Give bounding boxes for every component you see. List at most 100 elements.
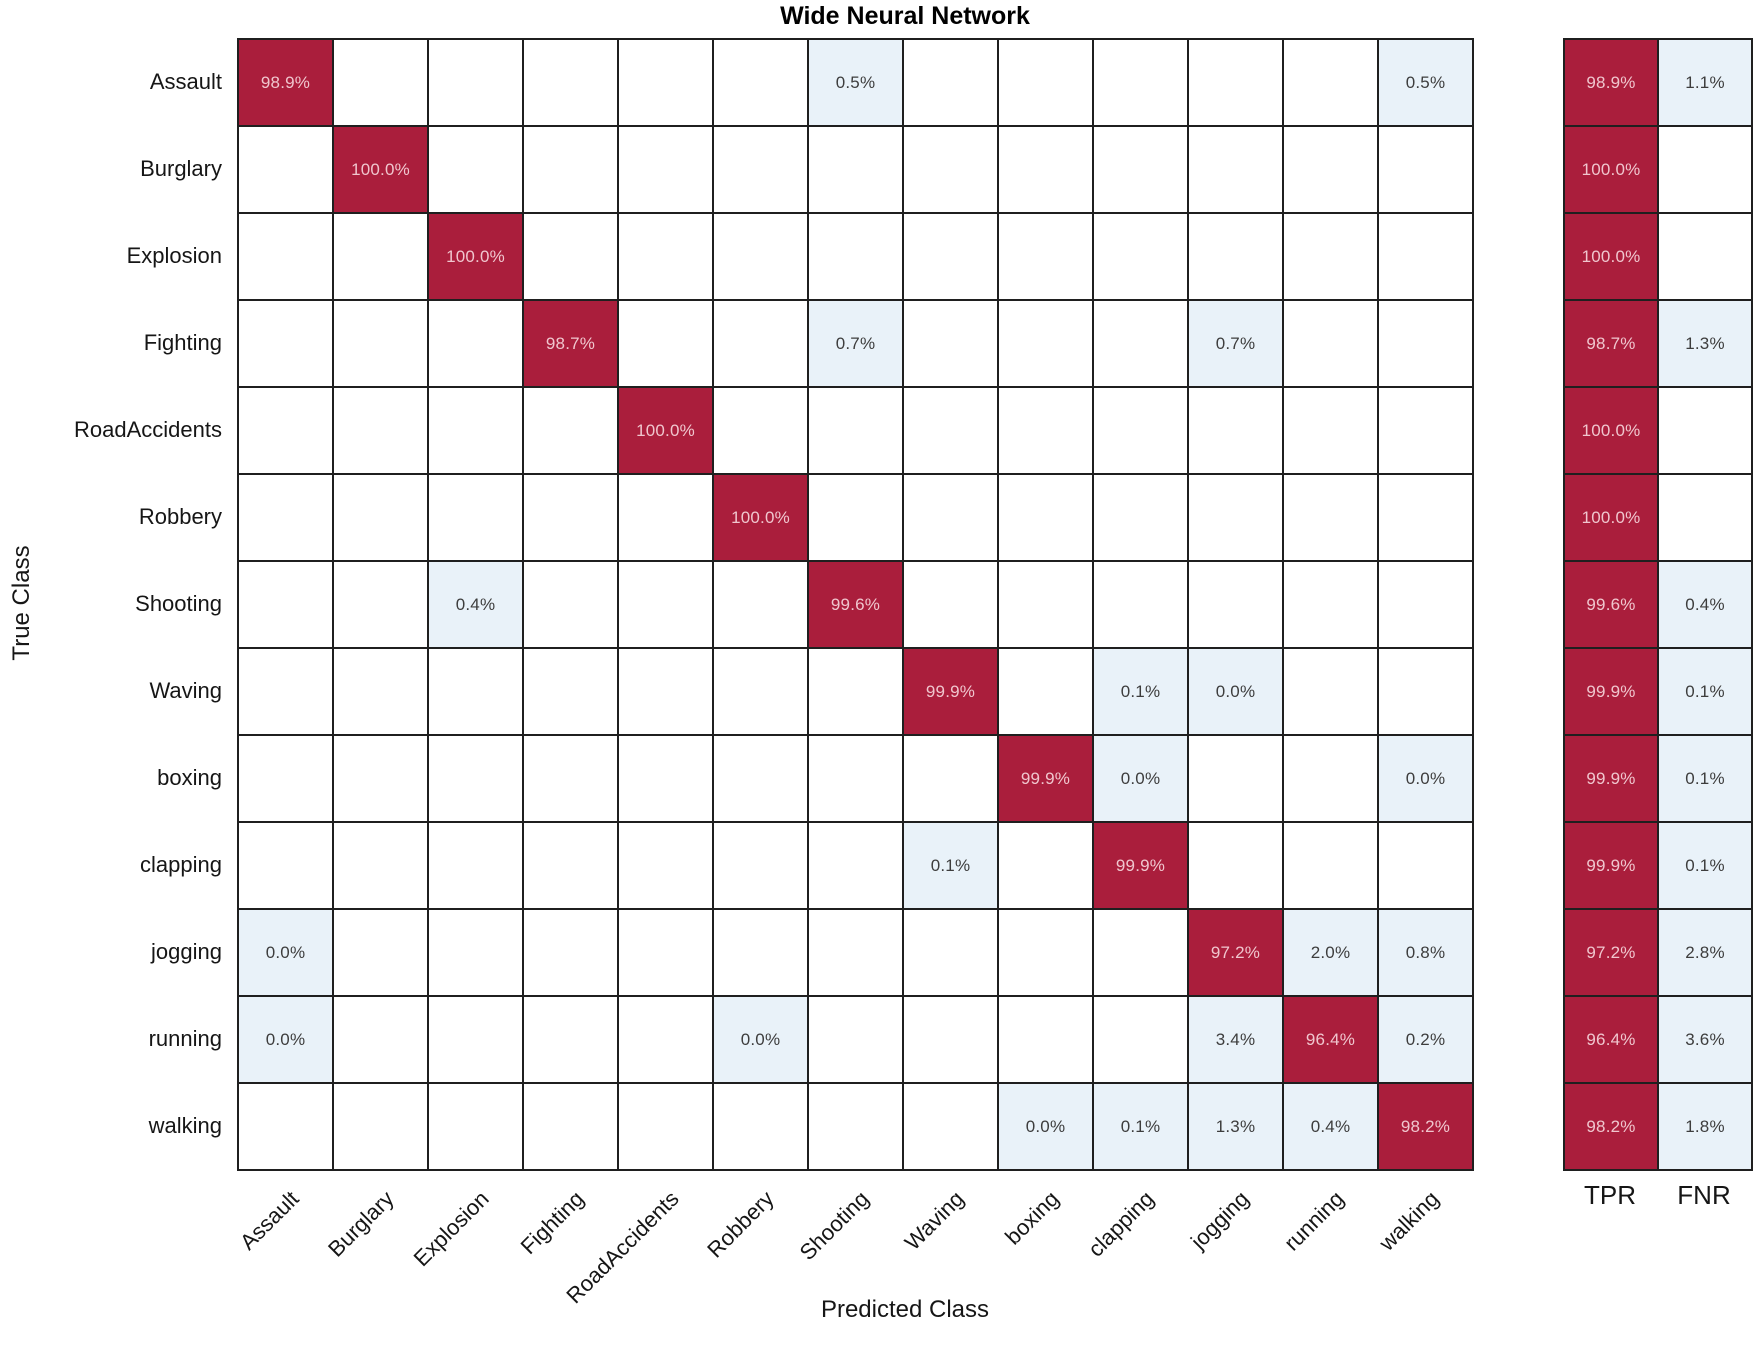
- matrix-cell: [714, 823, 807, 908]
- matrix-cell: [809, 649, 902, 734]
- matrix-cell: [334, 40, 427, 125]
- matrix-cell: 98.2%: [1379, 1084, 1472, 1169]
- matrix-cell: 96.4%: [1284, 997, 1377, 1082]
- matrix-cell: [239, 1084, 332, 1169]
- matrix-cell: [1094, 301, 1187, 386]
- matrix-cell: [809, 127, 902, 212]
- matrix-cell: [239, 214, 332, 299]
- matrix-cell: [1094, 388, 1187, 473]
- matrix-cell: [524, 127, 617, 212]
- row-label: boxing: [157, 764, 222, 790]
- row-label: RoadAccidents: [74, 416, 222, 442]
- matrix-cell: [999, 388, 1092, 473]
- matrix-cell: [999, 997, 1092, 1082]
- matrix-cell: [904, 40, 997, 125]
- matrix-cell: [239, 475, 332, 560]
- matrix-cell: 99.9%: [904, 649, 997, 734]
- matrix-cell: [239, 127, 332, 212]
- matrix-cell: [429, 997, 522, 1082]
- matrix-cell: [239, 388, 332, 473]
- matrix-cell: [904, 1084, 997, 1169]
- matrix-cell: [429, 910, 522, 995]
- matrix-cell: [999, 823, 1092, 908]
- fnr-cell: 0.1%: [1659, 649, 1751, 734]
- matrix-cell: [904, 475, 997, 560]
- matrix-cell: [904, 736, 997, 821]
- col-label: Fighting: [515, 1186, 589, 1260]
- matrix-cell: [1189, 388, 1282, 473]
- matrix-cell: [1189, 475, 1282, 560]
- matrix-cell: [429, 127, 522, 212]
- matrix-cell: 0.8%: [1379, 910, 1472, 995]
- matrix-cell: [1189, 127, 1282, 212]
- matrix-cell: [1189, 562, 1282, 647]
- matrix-cell: [1284, 301, 1377, 386]
- matrix-cell: [334, 1084, 427, 1169]
- matrix-cell: 1.3%: [1189, 1084, 1282, 1169]
- summary-grid: 98.9% 1.1% 100.0% 100.0% 98.7% 1.3% 100.0% 100.…: [1563, 38, 1753, 1171]
- fnr-cell: 1.8%: [1659, 1084, 1751, 1169]
- row-label: Explosion: [126, 242, 222, 268]
- matrix-cell: [714, 301, 807, 386]
- fnr-cell: 1.1%: [1659, 40, 1751, 125]
- matrix-cell: 0.2%: [1379, 997, 1472, 1082]
- matrix-cell: 0.0%: [1379, 736, 1472, 821]
- tpr-cell: 100.0%: [1565, 214, 1657, 299]
- matrix-cell: [619, 649, 712, 734]
- matrix-cell: 0.7%: [1189, 301, 1282, 386]
- matrix-cell: [524, 475, 617, 560]
- matrix-cell: [1189, 736, 1282, 821]
- matrix-cell: 0.0%: [714, 997, 807, 1082]
- matrix-cell: 0.0%: [239, 997, 332, 1082]
- page-title: Wide Neural Network: [780, 2, 1030, 30]
- matrix-cell: [524, 997, 617, 1082]
- matrix-cell: 100.0%: [429, 214, 522, 299]
- matrix-cell: [1284, 127, 1377, 212]
- matrix-cell: [1189, 214, 1282, 299]
- col-label: running: [1278, 1186, 1349, 1256]
- matrix-cell: [334, 649, 427, 734]
- matrix-cell: [619, 127, 712, 212]
- matrix-cell: 0.1%: [1094, 649, 1187, 734]
- matrix-cell: 0.4%: [1284, 1084, 1377, 1169]
- row-label: running: [148, 1025, 222, 1051]
- matrix-cell: [1379, 649, 1472, 734]
- matrix-cell: [619, 997, 712, 1082]
- matrix-cell: [239, 736, 332, 821]
- matrix-cell: [1284, 475, 1377, 560]
- matrix-cell: [334, 997, 427, 1082]
- col-label: clapping: [1082, 1186, 1159, 1262]
- matrix-cell: [809, 910, 902, 995]
- tpr-cell: 100.0%: [1565, 388, 1657, 473]
- matrix-cell: [334, 562, 427, 647]
- matrix-cell: [524, 1084, 617, 1169]
- matrix-cell: [809, 736, 902, 821]
- matrix-cell: [334, 388, 427, 473]
- matrix-cell: [1379, 475, 1472, 560]
- matrix-cell: [429, 736, 522, 821]
- fnr-cell: 1.3%: [1659, 301, 1751, 386]
- row-label: Waving: [149, 677, 222, 703]
- matrix-cell: 2.0%: [1284, 910, 1377, 995]
- matrix-cell: [1284, 214, 1377, 299]
- matrix-cell: [714, 40, 807, 125]
- matrix-cell: [619, 736, 712, 821]
- matrix-cell: [524, 562, 617, 647]
- matrix-cell: [1379, 127, 1472, 212]
- matrix-cell: [334, 301, 427, 386]
- matrix-cell: [999, 214, 1092, 299]
- tpr-header-label: TPR: [1584, 1180, 1636, 1210]
- matrix-cell: [524, 736, 617, 821]
- matrix-cell: [714, 562, 807, 647]
- tpr-cell: 100.0%: [1565, 475, 1657, 560]
- matrix-cell: [1284, 40, 1377, 125]
- matrix-cell: 0.0%: [1189, 649, 1282, 734]
- matrix-cell: 0.4%: [429, 562, 522, 647]
- matrix-cell: [714, 127, 807, 212]
- row-label: clapping: [140, 851, 222, 877]
- matrix-cell: [1379, 214, 1472, 299]
- matrix-cell: 0.5%: [1379, 40, 1472, 125]
- col-label: jogging: [1185, 1186, 1254, 1254]
- xaxis-label: Predicted Class: [820, 1296, 990, 1323]
- matrix-cell: [1189, 823, 1282, 908]
